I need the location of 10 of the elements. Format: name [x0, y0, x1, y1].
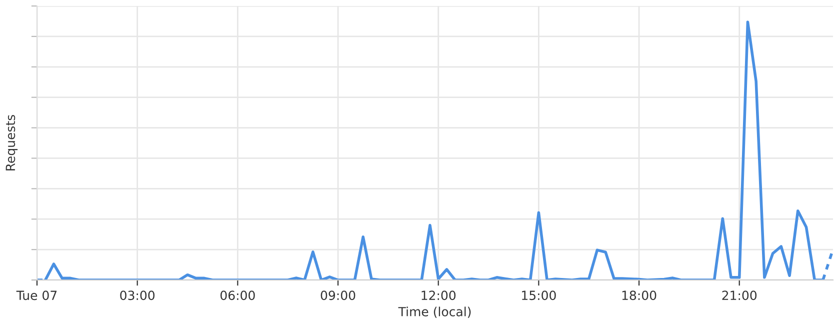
- x-tick-label: 09:00: [320, 290, 356, 300]
- x-tick-label: 21:00: [722, 290, 757, 300]
- y-axis-title: Requests: [6, 114, 18, 170]
- x-tick-label: 18:00: [622, 290, 656, 300]
- x-tick-label: 06:00: [220, 290, 255, 300]
- x-tick-label: Tue 07: [16, 290, 57, 300]
- x-tick-label: 12:00: [422, 290, 456, 300]
- x-tick-label: 15:00: [522, 290, 556, 300]
- x-tick-label: 03:00: [120, 290, 155, 300]
- x-axis-title: Time (local): [398, 306, 471, 318]
